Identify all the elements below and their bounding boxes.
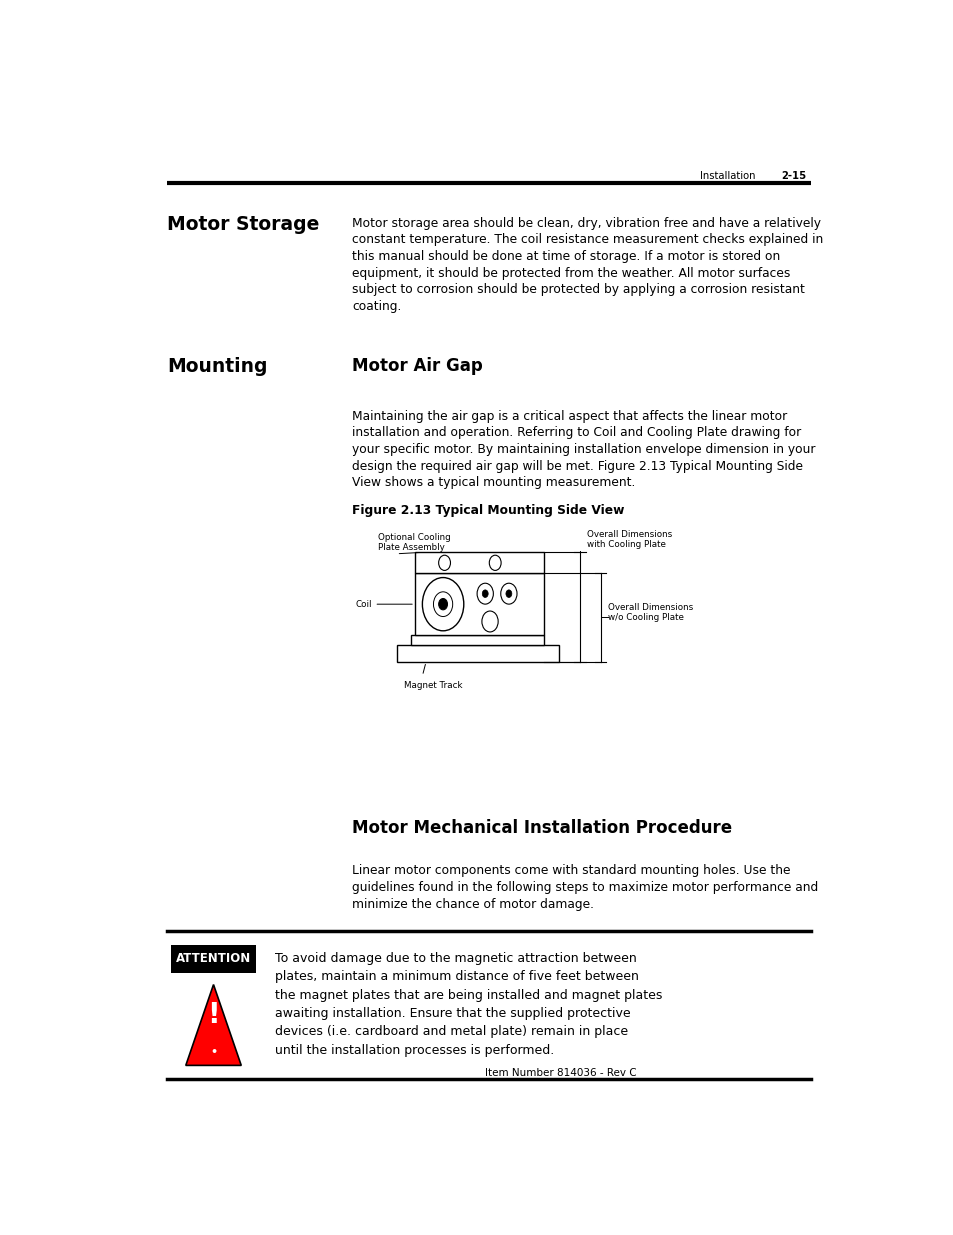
- Text: Installation: Installation: [699, 172, 755, 182]
- Text: guidelines found in the following steps to maximize motor performance and: guidelines found in the following steps …: [352, 881, 818, 894]
- Text: until the installation processes is performed.: until the installation processes is perf…: [274, 1044, 553, 1056]
- Text: awaiting installation. Ensure that the supplied protective: awaiting installation. Ensure that the s…: [274, 1007, 630, 1020]
- Circle shape: [433, 592, 453, 616]
- Circle shape: [438, 556, 450, 571]
- Text: Motor storage area should be clean, dry, vibration free and have a relatively: Motor storage area should be clean, dry,…: [352, 216, 821, 230]
- Text: 2-15: 2-15: [781, 172, 806, 182]
- Text: Motor Mechanical Installation Procedure: Motor Mechanical Installation Procedure: [352, 819, 732, 836]
- Text: your specific motor. By maintaining installation envelope dimension in your: your specific motor. By maintaining inst…: [352, 443, 815, 456]
- Text: •: •: [210, 1046, 217, 1057]
- Text: design the required air gap will be met. Figure 2.13 Typical Mounting Side: design the required air gap will be met.…: [352, 459, 802, 473]
- Text: installation and operation. Referring to Coil and Cooling Plate drawing for: installation and operation. Referring to…: [352, 426, 801, 440]
- Text: plates, maintain a minimum distance of five feet between: plates, maintain a minimum distance of f…: [274, 971, 638, 983]
- Text: equipment, it should be protected from the weather. All motor surfaces: equipment, it should be protected from t…: [352, 267, 790, 279]
- Text: Motor Air Gap: Motor Air Gap: [352, 357, 482, 375]
- Text: !: !: [207, 1002, 219, 1029]
- Text: the magnet plates that are being installed and magnet plates: the magnet plates that are being install…: [274, 989, 661, 1002]
- Text: Magnet Track: Magnet Track: [403, 680, 462, 689]
- Text: Coil: Coil: [355, 600, 372, 609]
- Bar: [415, 573, 544, 635]
- Text: To avoid damage due to the magnetic attraction between: To avoid damage due to the magnetic attr…: [274, 952, 636, 966]
- Circle shape: [438, 599, 447, 610]
- Text: subject to corrosion should be protected by applying a corrosion resistant: subject to corrosion should be protected…: [352, 283, 804, 296]
- Text: coating.: coating.: [352, 300, 401, 312]
- Text: constant temperature. The coil resistance measurement checks explained in: constant temperature. The coil resistanc…: [352, 233, 822, 246]
- Circle shape: [505, 590, 512, 598]
- Text: Motor Storage: Motor Storage: [167, 215, 319, 233]
- Text: Mounting: Mounting: [167, 357, 268, 377]
- Text: Overall Dimensions
with Cooling Plate: Overall Dimensions with Cooling Plate: [587, 530, 672, 550]
- Text: Maintaining the air gap is a critical aspect that affects the linear motor: Maintaining the air gap is a critical as…: [352, 410, 786, 422]
- Bar: [396, 645, 558, 662]
- Circle shape: [500, 583, 517, 604]
- Bar: [171, 945, 255, 973]
- Circle shape: [481, 611, 497, 632]
- Text: Item Number 814036 - Rev C: Item Number 814036 - Rev C: [485, 1068, 637, 1078]
- Text: View shows a typical mounting measurement.: View shows a typical mounting measuremen…: [352, 477, 635, 489]
- Bar: [411, 635, 544, 645]
- Circle shape: [476, 583, 493, 604]
- Text: this manual should be done at time of storage. If a motor is stored on: this manual should be done at time of st…: [352, 249, 780, 263]
- Text: devices (i.e. cardboard and metal plate) remain in place: devices (i.e. cardboard and metal plate)…: [274, 1025, 627, 1039]
- Text: minimize the chance of motor damage.: minimize the chance of motor damage.: [352, 898, 594, 910]
- Text: Optional Cooling
Plate Assembly: Optional Cooling Plate Assembly: [377, 532, 451, 552]
- Circle shape: [489, 556, 500, 571]
- Bar: [415, 552, 544, 573]
- Text: Figure 2.13 Typical Mounting Side View: Figure 2.13 Typical Mounting Side View: [352, 504, 624, 517]
- Circle shape: [482, 590, 488, 598]
- Circle shape: [422, 578, 463, 631]
- Text: ATTENTION: ATTENTION: [175, 952, 251, 966]
- Text: Overall Dimensions
w/o Cooling Plate: Overall Dimensions w/o Cooling Plate: [607, 603, 693, 622]
- Polygon shape: [186, 984, 241, 1066]
- Text: Linear motor components come with standard mounting holes. Use the: Linear motor components come with standa…: [352, 864, 790, 877]
